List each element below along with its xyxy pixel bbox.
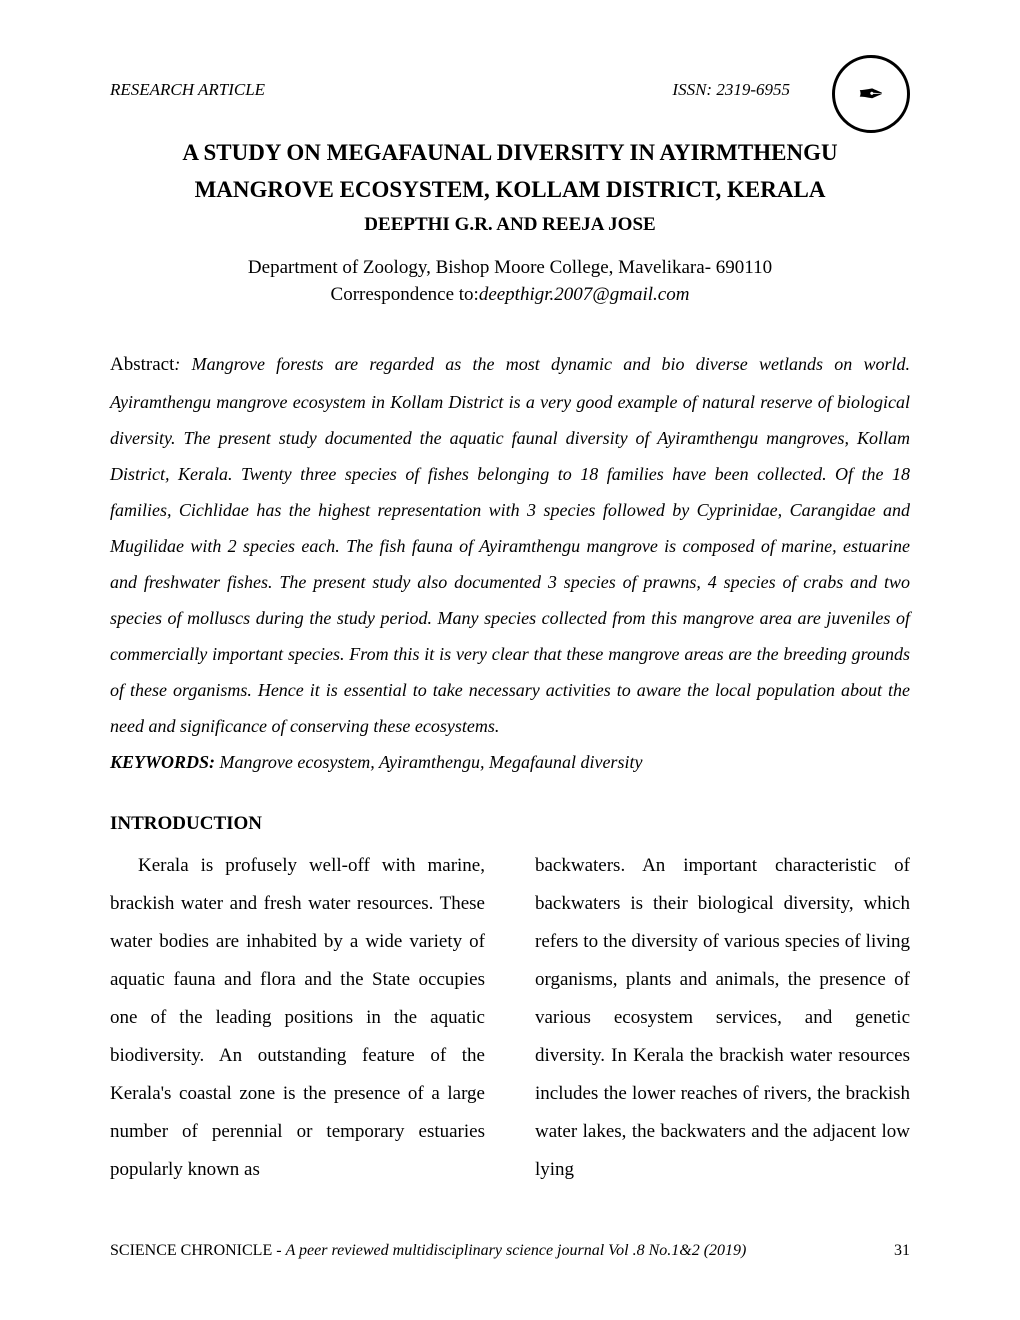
title-line-1: A STUDY ON MEGAFAUNAL DIVERSITY IN AYIRM…: [110, 135, 910, 172]
footer-journal-details: A peer reviewed multidisciplinary scienc…: [286, 1242, 747, 1259]
correspondence: Correspondence to:deepthigr.2007@gmail.c…: [110, 284, 910, 306]
affiliation: Department of Zoology, Bishop Moore Coll…: [110, 254, 910, 283]
authors: DEEPTHI G.R. AND REEJA JOSE: [110, 214, 910, 236]
column-right: backwaters. An important characteristic …: [535, 847, 910, 1189]
correspondence-label: Correspondence to:: [331, 284, 479, 305]
abstract-label: Abstract: [110, 354, 174, 375]
keywords-label: KEYWORDS:: [110, 752, 215, 772]
abstract: Abstract: Mangrove forests are regarded …: [110, 346, 910, 744]
body-paragraph: Kerala is profusely well-off with marine…: [110, 847, 485, 1189]
article-type-label: RESEARCH ARTICLE: [110, 80, 265, 100]
column-left: Kerala is profusely well-off with marine…: [110, 847, 485, 1189]
abstract-text: : Mangrove forests are regarded as the m…: [110, 354, 910, 736]
footer-journal-name: SCIENCE CHRONICLE -: [110, 1242, 286, 1259]
page-footer: SCIENCE CHRONICLE - A peer reviewed mult…: [110, 1242, 910, 1260]
pen-icon: ✒: [858, 78, 885, 110]
page-header: RESEARCH ARTICLE ISSN: 2319-6955: [110, 80, 910, 100]
keywords-text: Mangrove ecosystem, Ayiramthengu, Megafa…: [215, 752, 642, 772]
correspondence-email: deepthigr.2007@gmail.com: [479, 284, 690, 305]
page-number: 31: [894, 1242, 910, 1260]
body-text: Kerala is profusely well-off with marine…: [110, 847, 910, 1189]
introduction-heading: INTRODUCTION: [110, 813, 910, 835]
title-line-2: MANGROVE ECOSYSTEM, KOLLAM DISTRICT, KER…: [110, 172, 910, 209]
body-paragraph: backwaters. An important characteristic …: [535, 847, 910, 1189]
keywords: KEYWORDS: Mangrove ecosystem, Ayiramthen…: [110, 752, 910, 773]
issn-label: ISSN: 2319-6955: [672, 80, 790, 100]
article-title: A STUDY ON MEGAFAUNAL DIVERSITY IN AYIRM…: [110, 135, 910, 209]
journal-logo: ✒: [832, 55, 910, 133]
footer-journal: SCIENCE CHRONICLE - A peer reviewed mult…: [110, 1242, 746, 1260]
